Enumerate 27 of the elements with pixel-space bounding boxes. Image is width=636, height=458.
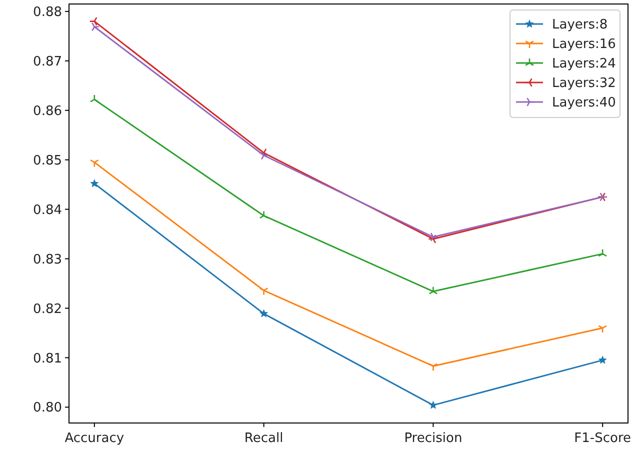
point (428, 363, 438, 372)
point (598, 356, 607, 364)
y-tick-label: 0.84 (33, 202, 62, 218)
y-tick-label: 0.81 (33, 351, 62, 366)
y-tick-label: 0.80 (33, 400, 62, 416)
legend-label: Layers:32 (552, 76, 616, 92)
x-tick-label: F1-Score (574, 431, 632, 446)
point (260, 150, 269, 160)
y-tick-label: 0.82 (33, 302, 62, 317)
y-tick-label: 0.87 (33, 54, 62, 70)
point (428, 286, 438, 294)
point (258, 148, 267, 158)
point (90, 178, 99, 188)
x-tick-label: Recall (244, 431, 284, 446)
y-tick-label: 0.86 (33, 104, 62, 119)
legend-label: Layers:24 (552, 56, 616, 72)
y-tick-label: 0.88 (33, 4, 62, 20)
legend-label: Layers:16 (552, 37, 616, 52)
y-tick-label: 0.83 (33, 252, 62, 268)
point (259, 210, 268, 219)
point (259, 309, 268, 318)
legend-label: Layers:40 (552, 96, 616, 111)
y-tick-label: 0.85 (33, 153, 62, 168)
x-tick-label: Accuracy (64, 431, 124, 446)
x-tick-label: Precision (404, 431, 462, 446)
legend-label: Layers:8 (552, 18, 608, 33)
point (259, 288, 268, 296)
